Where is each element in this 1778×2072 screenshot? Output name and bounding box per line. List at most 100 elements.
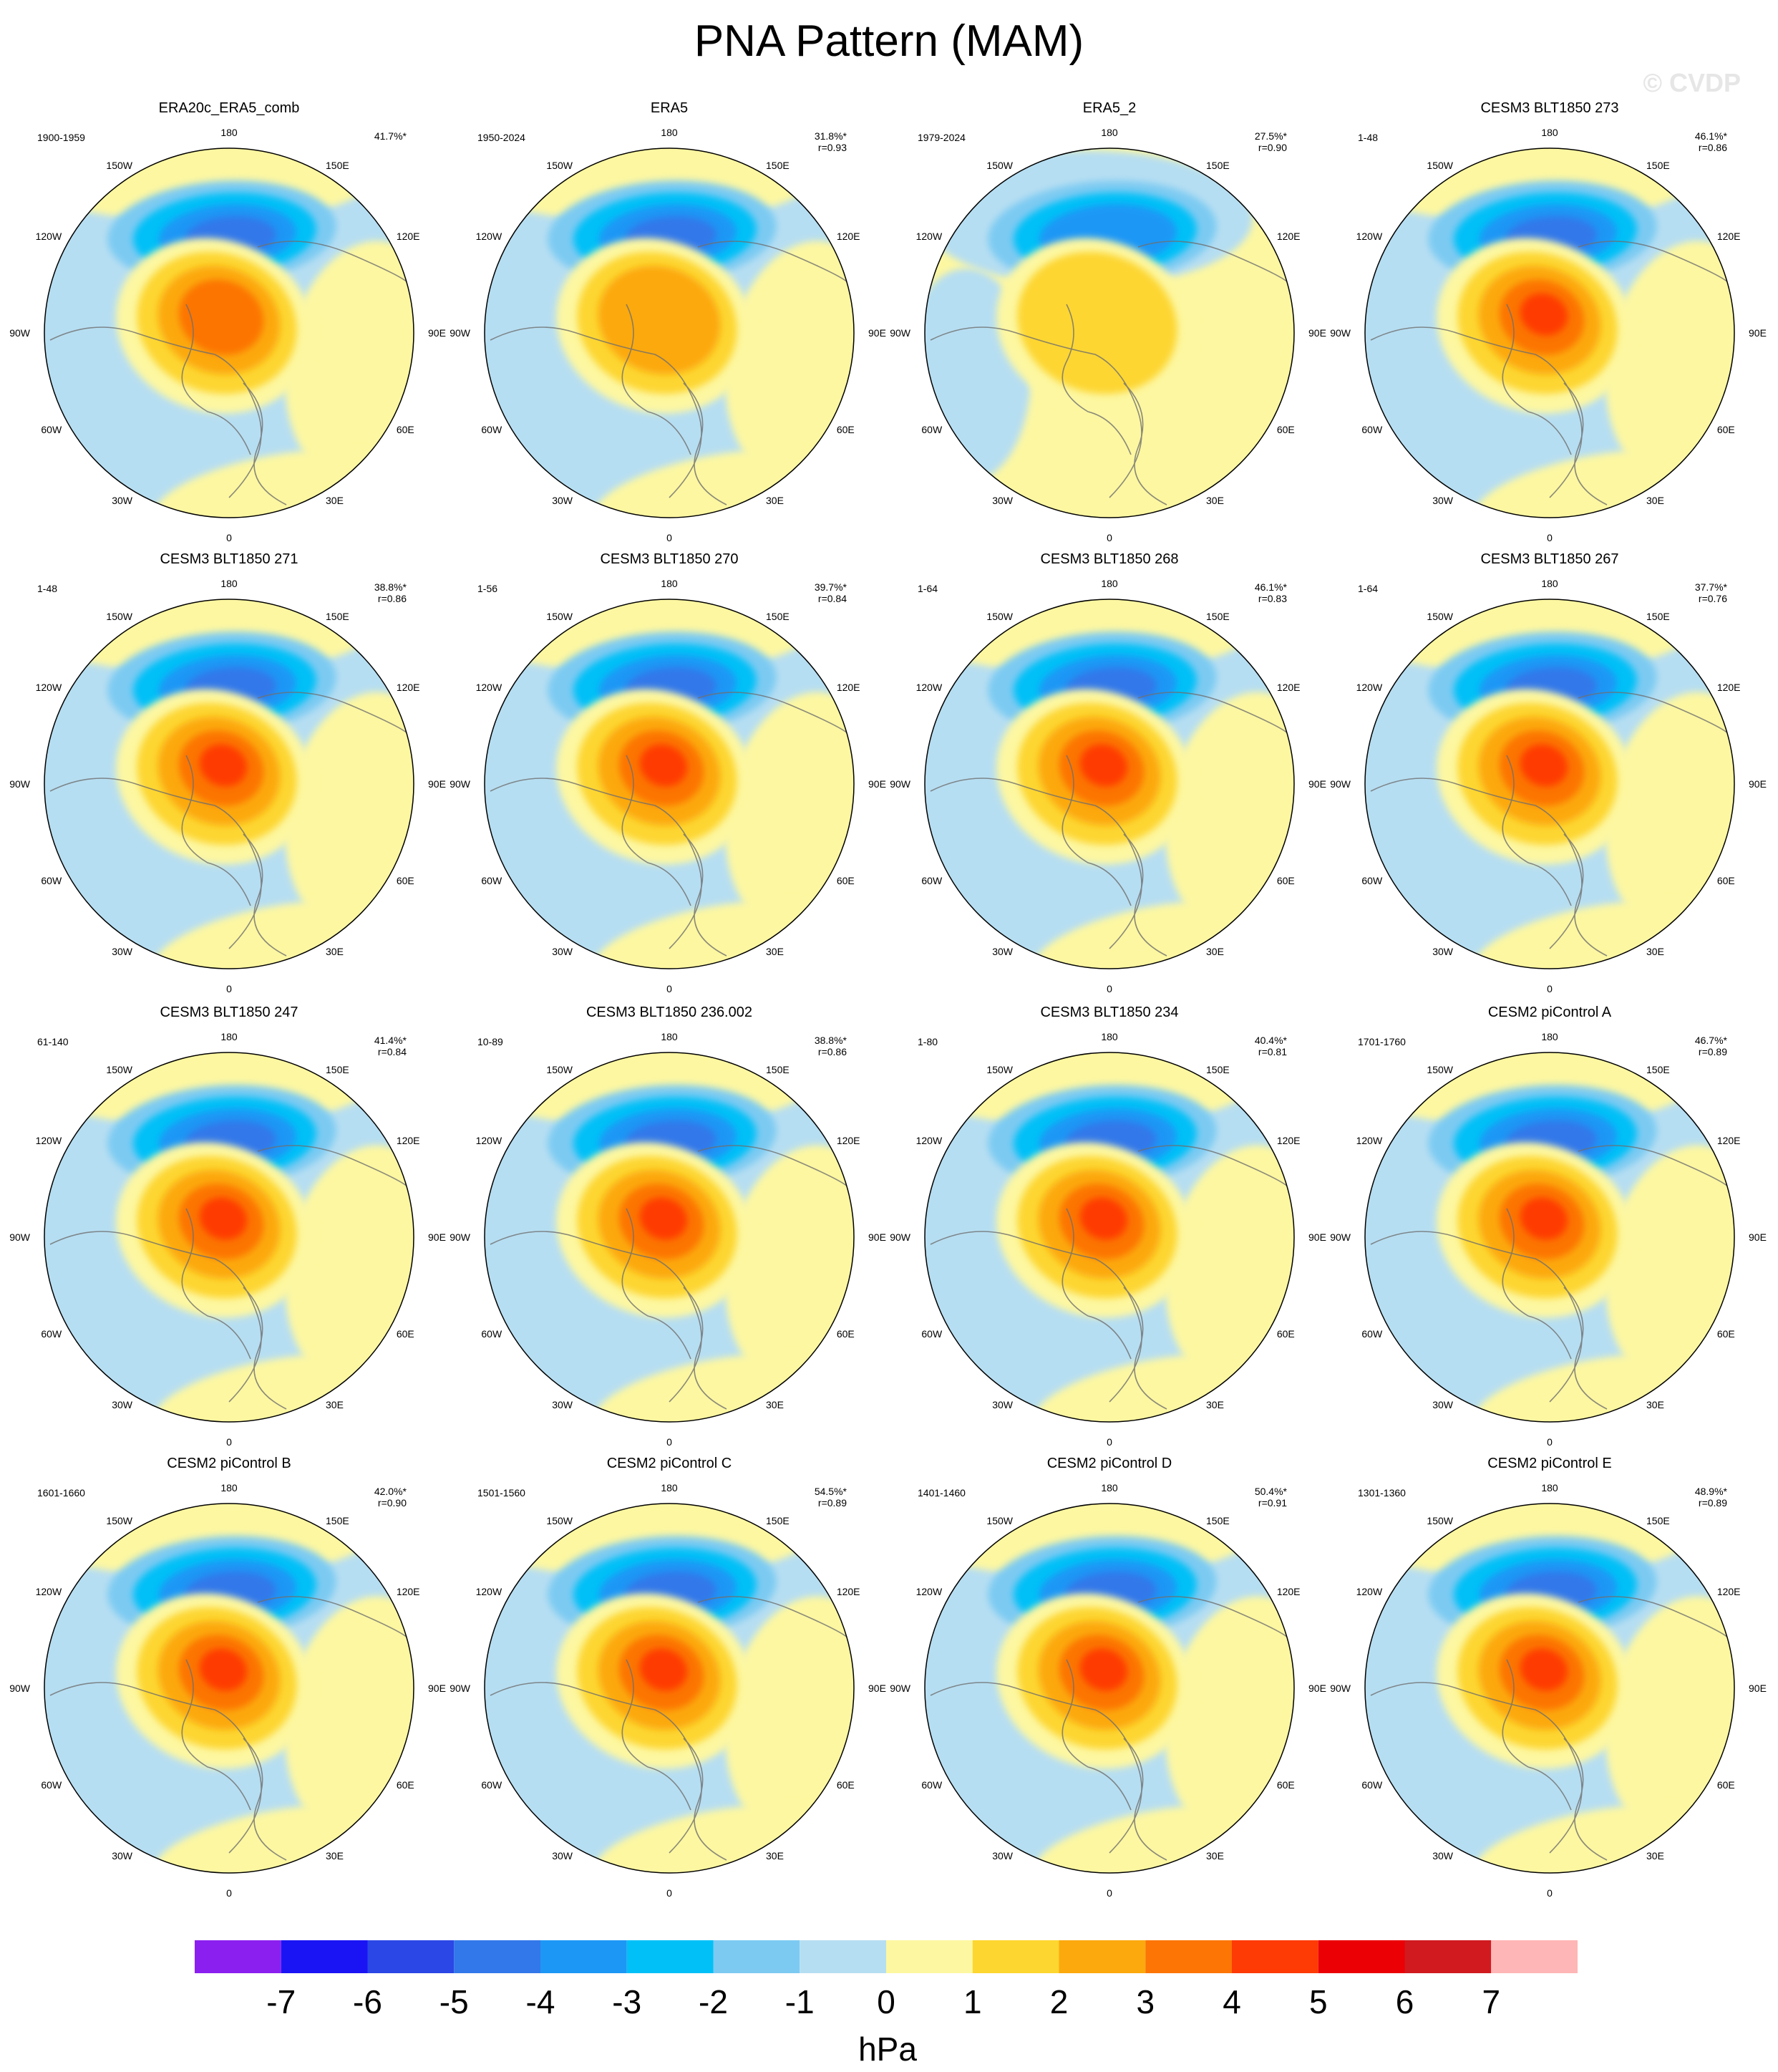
longitude-label: 150E [326,611,349,622]
map-panel: 180 150E 120E 90E 60E 30E 0 30W 60W 90W 120W 150W ER… [450,100,886,543]
longitude-label: 30W [1432,1850,1454,1862]
panel-variance-explained: 46.1%* [1695,130,1728,142]
panel-years: 1-64 [918,583,938,594]
longitude-label: 150W [546,160,573,171]
colorbar-swatch [540,1940,627,1973]
longitude-label: 30E [766,946,784,957]
longitude-label: 30E [766,495,784,506]
longitude-label: 120E [1277,1586,1301,1597]
coastlines [1370,1596,1734,1861]
longitude-label: 60W [41,1328,62,1340]
panel-variance-explained: 46.1%* [1255,581,1288,593]
longitude-label: 30E [766,1850,784,1862]
longitude-label: 60W [41,1779,62,1791]
panel-pattern-correlation: r=0.86 [378,593,407,604]
colorbar-swatch [281,1940,368,1973]
longitude-label: 150E [1206,1515,1230,1526]
panel-years: 1-56 [477,583,497,594]
longitude-label: 180 [220,578,238,589]
longitude-label: 60E [1277,1328,1295,1340]
coastlines [490,1596,854,1861]
longitude-label: 30W [1432,495,1454,506]
longitude-label: 30W [992,495,1014,506]
colorbar-unit: hPa [858,2030,917,2068]
map-panel: 180 150E 120E 90E 60E 30E 0 30W 60W 90W 120W 150W CE… [890,551,1326,994]
panel-variance-explained: 37.7%* [1695,581,1728,593]
longitude-label: 180 [220,1031,238,1042]
panel-title: CESM2 piControl D [1047,1456,1172,1471]
panel-pattern-correlation: r=0.76 [1699,593,1727,604]
longitude-label: 0 [666,532,672,543]
longitude-label: 90W [1330,778,1351,790]
longitude-label: 150E [1646,160,1670,171]
longitude-label: 180 [661,1482,678,1494]
panel-years: 1950-2024 [477,132,525,143]
longitude-label: 30W [112,946,133,957]
panel-pattern-correlation: r=0.90 [378,1497,407,1509]
longitude-label: 90E [1308,327,1326,339]
longitude-label: 60W [1361,1328,1383,1340]
longitude-label: 90W [450,1231,471,1243]
longitude-label: 60E [837,875,855,886]
longitude-label: 90W [1330,327,1351,339]
longitude-label: 150W [546,1064,573,1075]
colorbar-swatch [367,1940,455,1973]
colorbar-swatch [713,1940,800,1973]
longitude-label: 180 [1101,1031,1118,1042]
longitude-label: 60E [397,1779,414,1791]
longitude-label: 0 [1107,1887,1112,1899]
longitude-label: 0 [666,1887,672,1899]
longitude-label: 30W [112,1850,133,1862]
coastlines [49,1596,414,1861]
longitude-label: 150W [546,611,573,622]
panel-title: ERA5 [651,100,688,116]
panel-title: CESM3 BLT1850 273 [1480,100,1618,116]
longitude-label: 90W [450,327,471,339]
panel-years: 1501-1560 [477,1487,525,1499]
colorbar-tick-label: 2 [1050,1983,1069,2020]
longitude-label: 90W [450,1683,471,1694]
colorbar-tick-label: -4 [526,1983,555,2020]
longitude-label: 120W [476,231,502,242]
panel-title: CESM2 piControl A [1488,1004,1612,1020]
longitude-label: 60E [1717,1779,1735,1791]
colorbar-swatch [886,1940,973,1973]
longitude-label: 150E [766,160,790,171]
panel-title: CESM3 BLT1850 234 [1040,1004,1178,1020]
longitude-label: 0 [1547,1436,1553,1448]
longitude-label: 30E [1206,946,1224,957]
longitude-label: 60W [481,1328,502,1340]
longitude-label: 150E [766,1515,790,1526]
longitude-label: 30W [112,495,133,506]
longitude-label: 120W [36,231,62,242]
longitude-label: 150W [986,1064,1013,1075]
map-panel: 180 150E 120E 90E 60E 30E 0 30W 60W 90W 120W 150W CE… [1330,1004,1767,1448]
colorbar-tick-label: -7 [266,1983,296,2020]
longitude-label: 0 [226,532,232,543]
longitude-label: 0 [1107,1436,1112,1448]
longitude-label: 90W [1330,1231,1351,1243]
longitude-label: 60E [397,875,414,886]
longitude-label: 60W [921,1328,943,1340]
longitude-label: 120W [476,1586,502,1597]
longitude-label: 30E [1646,1850,1664,1862]
colorbar-swatch [1404,1940,1492,1973]
longitude-label: 120W [916,1586,943,1597]
longitude-label: 90E [1749,1683,1767,1694]
longitude-label: 150E [766,611,790,622]
panel-years: 1701-1760 [1358,1036,1406,1047]
longitude-label: 120W [916,1135,943,1146]
longitude-label: 120E [397,231,420,242]
map-panel: 180 150E 120E 90E 60E 30E 0 30W 60W 90W 120W 150W CE… [1330,1456,1767,1899]
longitude-label: 150W [546,1515,573,1526]
colorbar-swatch [195,1940,281,1973]
longitude-label: 60W [41,424,62,435]
colorbar-tick-label: -6 [353,1983,382,2020]
longitude-label: 30W [552,946,573,957]
coastlines [930,1145,1294,1410]
longitude-label: 120W [476,1135,502,1146]
colorbar-swatch [1059,1940,1146,1973]
map-panel: 180 150E 120E 90E 60E 30E 0 30W 60W 90W 120W 150W CE… [9,1456,446,1899]
map-panel: 180 150E 120E 90E 60E 30E 0 30W 60W 90W 120W 150W CE… [450,1004,886,1448]
map-panel: 180 150E 120E 90E 60E 30E 0 30W 60W 90W 120W 150W CE… [890,1456,1326,1899]
